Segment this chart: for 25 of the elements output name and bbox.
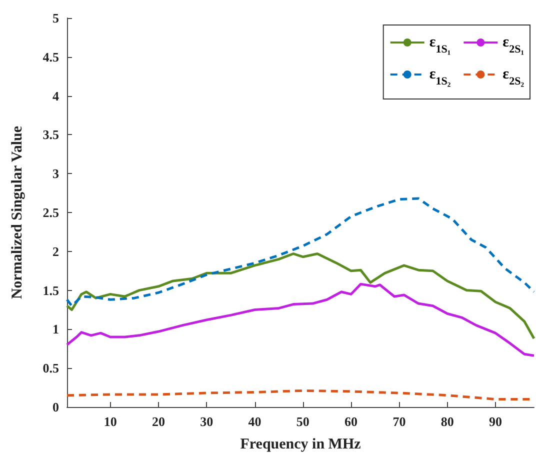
x-axis-title: Frequency in MHz	[240, 436, 362, 452]
line-series	[66, 252, 536, 340]
y-tick-label: 0.5	[42, 360, 60, 376]
line-series	[66, 197, 536, 308]
line-series	[66, 282, 536, 357]
x-tick-label: 40	[248, 414, 262, 429]
x-tick-label: 60	[344, 414, 358, 429]
x-tick-label: 50	[296, 414, 310, 429]
x-tick-label: 90	[488, 414, 502, 429]
y-tick-label: 4	[52, 88, 60, 104]
x-tick-label: 80	[440, 414, 454, 429]
y-tick-label: 2.5	[42, 205, 60, 220]
y-tick-label: 2	[52, 244, 59, 259]
y-tick-label: 3	[52, 166, 60, 182]
y-tick-label: 3.5	[42, 127, 60, 142]
x-tick-label: 70	[392, 414, 406, 429]
x-tick-label: 20	[152, 414, 165, 429]
x-tick-label: 30	[200, 414, 214, 429]
y-axis-title: Normalized Singular Value	[10, 126, 26, 300]
y-tick-label: 5	[52, 10, 60, 26]
y-tick-label: 4.5	[42, 49, 60, 64]
y-tick-label: 1	[52, 322, 59, 337]
x-tick-label: 10	[104, 414, 117, 429]
y-tick-label: 0	[52, 400, 59, 414]
y-tick-label: 1.5	[42, 282, 60, 298]
